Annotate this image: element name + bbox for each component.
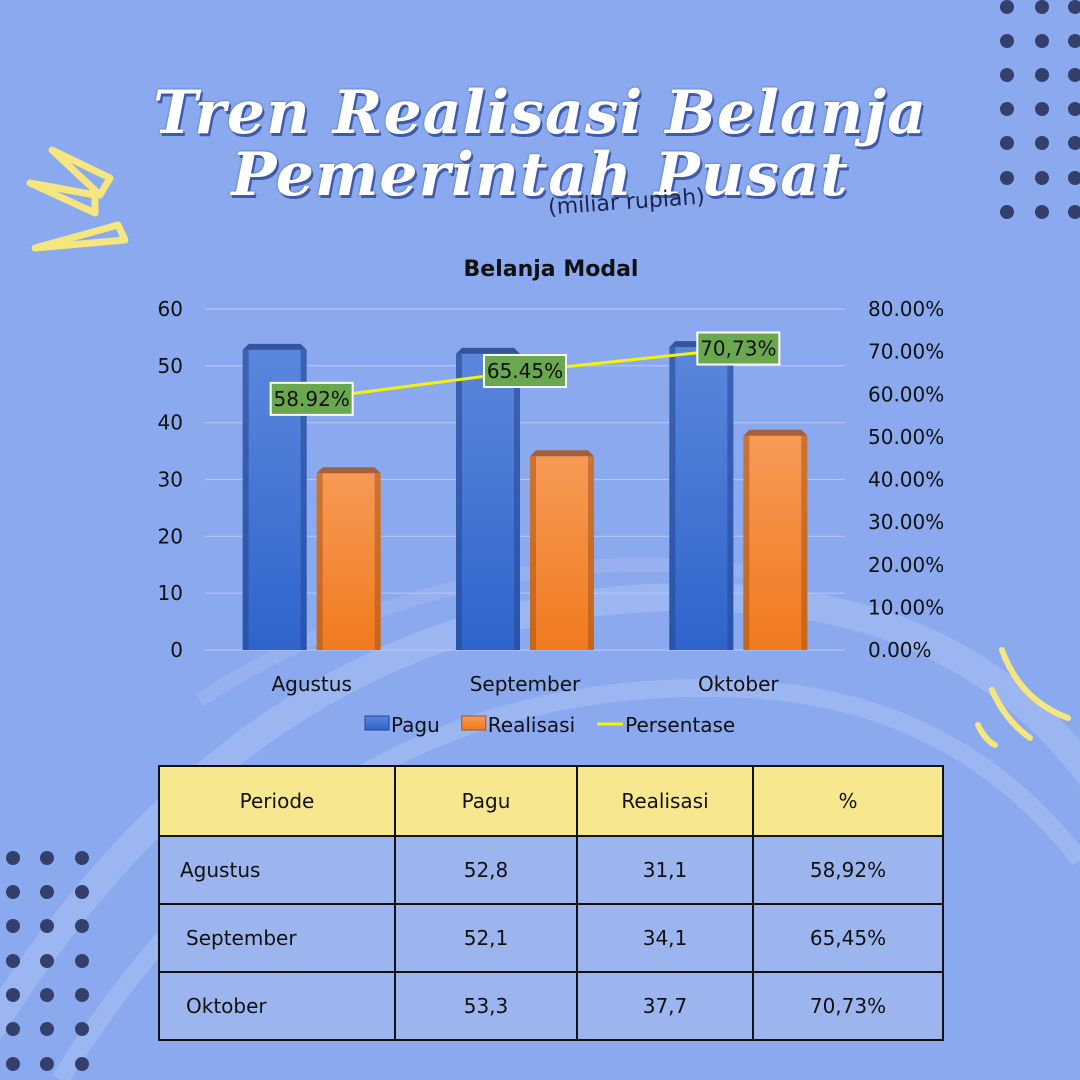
combo-chart: Belanja Modal 0 10 20 30 40 50 60 0.00% 10.00% 2… [158, 257, 945, 737]
x-axis-categories: Agustus September Oktober [271, 672, 779, 696]
table-row: Agustus 52,8 31,1 58,92% [158, 835, 944, 905]
cell-realisasi: 37,7 [576, 971, 754, 1041]
legend-label: Persentase [625, 713, 735, 737]
y-tick-label: 40 [158, 411, 183, 435]
cell-percent: 58,92% [752, 835, 944, 905]
bar-bevel-right [588, 456, 594, 650]
table-header-row: Periode Pagu Realisasi % [158, 765, 944, 837]
bar-realisasi [530, 456, 594, 650]
table-row: September 52,1 34,1 65,45% [158, 903, 944, 973]
legend-swatch-realisasi [461, 715, 487, 731]
bar-bevel-top [456, 347, 520, 354]
y-axis-left: 0 10 20 30 40 50 60 [158, 297, 183, 662]
data-label: 65.45% [487, 359, 563, 383]
cell-realisasi: 31,1 [576, 835, 754, 905]
data-label-box [483, 354, 567, 389]
y-axis-right: 0.00% 10.00% 20.00% 30.00% 40.00% 50.00% 60.00… [868, 297, 944, 662]
y2-tick-label: 30.00% [868, 510, 944, 534]
dot-grid-top-right [1000, 0, 1080, 219]
y-tick-label: 0 [170, 638, 183, 662]
bar-bevel-top [743, 429, 808, 436]
page-title-line1: Tren Realisasi Belanja [153, 78, 927, 148]
y2-tick-label: 50.00% [868, 425, 944, 449]
bar-bevel-right [300, 349, 307, 650]
header-pagu: Pagu [394, 765, 578, 837]
page-title-line2: Pemerintah Pusat [231, 140, 849, 210]
cell-periode: September [158, 903, 396, 973]
bar-bevel-left [242, 349, 249, 650]
bar-pagu [669, 347, 734, 650]
legend-label: Pagu [391, 713, 440, 737]
data-label: 58.92% [274, 387, 350, 411]
y2-tick-label: 80.00% [868, 297, 944, 321]
bar-realisasi [743, 435, 808, 650]
data-label: 70,73% [700, 337, 776, 361]
y-tick-label: 50 [158, 354, 183, 378]
y2-tick-label: 70.00% [868, 340, 944, 364]
header-realisasi: Realisasi [576, 765, 754, 837]
bar-bevel-right [727, 347, 734, 650]
x-category-label: September [470, 672, 581, 696]
bar-bevel-top [242, 343, 307, 350]
cell-realisasi: 34,1 [576, 903, 754, 973]
bar-bevel-left [669, 347, 676, 650]
bar-bevel-top [316, 467, 381, 474]
header-periode: Periode [158, 765, 396, 837]
bar-bevel-left [456, 353, 462, 650]
data-table: Periode Pagu Realisasi % Agustus 52,8 31… [158, 765, 944, 1041]
bar-pagu [456, 353, 520, 650]
bar-bevel-right [514, 353, 520, 650]
cell-pagu: 52,8 [394, 835, 578, 905]
bar-bevel-right [374, 473, 381, 650]
y-tick-label: 20 [158, 524, 183, 548]
bar-bevel-left [743, 435, 750, 650]
y-tick-label: 10 [158, 581, 183, 605]
chart-legend: Pagu Realisasi Persentase [364, 713, 735, 737]
y-tick-label: 60 [158, 297, 183, 321]
bar-series [242, 341, 808, 650]
bar-bevel-right [801, 435, 808, 650]
x-category-label: Oktober [698, 672, 779, 696]
y2-tick-label: 0.00% [868, 638, 932, 662]
decor-arc [0, 583, 1080, 1041]
y2-tick-label: 10.00% [868, 595, 944, 619]
y2-tick-label: 60.00% [868, 382, 944, 406]
cell-periode: Agustus [158, 835, 396, 905]
cell-percent: 65,45% [752, 903, 944, 973]
sparkle-left-icon [26, 146, 129, 252]
bar-bevel-left [530, 456, 536, 650]
data-label-box [696, 331, 781, 366]
y2-tick-label: 20.00% [868, 553, 944, 577]
y2-tick-label: 40.00% [868, 468, 944, 492]
dot-grid-bottom-left [6, 851, 89, 1071]
cell-pagu: 53,3 [394, 971, 578, 1041]
legend-swatch-pagu [364, 715, 390, 731]
header-percent: % [752, 765, 944, 837]
legend-label: Realisasi [488, 713, 575, 737]
table-row: Oktober 53,3 37,7 70,73% [158, 971, 944, 1041]
data-label-box [269, 381, 354, 416]
cell-percent: 70,73% [752, 971, 944, 1041]
bar-bevel-left [316, 473, 323, 650]
chart-title: Belanja Modal [464, 257, 639, 282]
bar-realisasi [316, 473, 381, 650]
cell-periode: Oktober [158, 971, 396, 1041]
sparkle-right-icon [975, 647, 1071, 748]
cell-pagu: 52,1 [394, 903, 578, 973]
x-category-label: Agustus [271, 672, 351, 696]
y-tick-label: 30 [158, 468, 183, 492]
bar-bevel-top [530, 450, 594, 457]
line-series: 58.92% 65.45% 70,73% [269, 331, 781, 416]
